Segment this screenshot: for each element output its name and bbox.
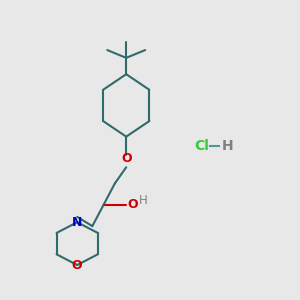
Text: O: O [72,259,83,272]
Text: H: H [138,194,147,207]
Text: Cl: Cl [195,139,209,152]
Text: N: N [72,216,83,229]
Text: O: O [128,198,138,211]
Text: O: O [121,152,131,165]
Text: H: H [222,139,234,152]
